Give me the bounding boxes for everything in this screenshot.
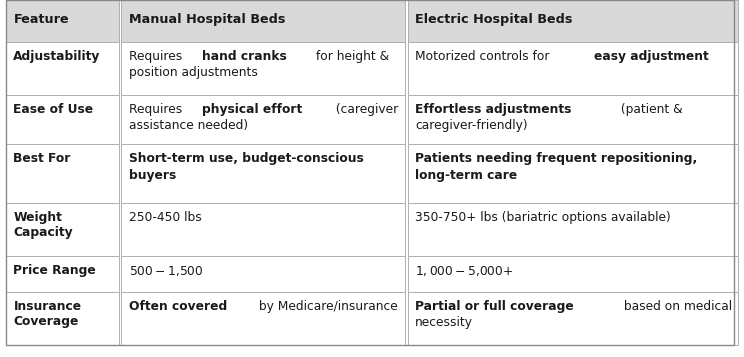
Text: Partial or full coverage: Partial or full coverage	[415, 300, 574, 312]
Text: easy adjustment: easy adjustment	[594, 50, 708, 63]
Text: $1,000 - $5,000+: $1,000 - $5,000+	[415, 264, 513, 278]
Text: Manual Hospital Beds: Manual Hospital Beds	[129, 13, 285, 26]
Text: based on medical: based on medical	[620, 300, 732, 312]
Bar	[6, 203, 119, 256]
Bar	[121, 0, 405, 42]
Bar	[6, 42, 119, 95]
Bar	[121, 203, 405, 256]
Text: Motorized controls for: Motorized controls for	[415, 50, 554, 63]
Text: Electric Hospital Beds: Electric Hospital Beds	[415, 13, 573, 26]
Bar	[408, 42, 738, 95]
Text: Effortless adjustments: Effortless adjustments	[415, 103, 571, 116]
Text: Short-term use, budget-conscious: Short-term use, budget-conscious	[129, 152, 364, 165]
Text: caregiver-friendly): caregiver-friendly)	[415, 119, 527, 132]
Text: Often covered: Often covered	[129, 300, 227, 312]
Bar	[6, 292, 119, 345]
Text: Weight
Capacity: Weight Capacity	[13, 211, 73, 239]
Bar	[408, 144, 738, 203]
Text: necessity: necessity	[415, 316, 473, 329]
Text: Insurance
Coverage: Insurance Coverage	[13, 300, 82, 327]
Bar	[408, 256, 738, 292]
Text: Best For: Best For	[13, 152, 71, 165]
Bar	[408, 203, 738, 256]
Bar	[121, 292, 405, 345]
Text: buyers: buyers	[129, 169, 176, 182]
Text: position adjustments: position adjustments	[129, 66, 257, 80]
Text: Requires: Requires	[129, 50, 186, 63]
Text: (caregiver: (caregiver	[332, 103, 398, 116]
Bar	[6, 0, 119, 42]
Text: $500 - $1,500: $500 - $1,500	[129, 264, 203, 278]
Bar	[6, 95, 119, 144]
Bar	[6, 256, 119, 292]
Text: 250-450 lbs: 250-450 lbs	[129, 211, 202, 224]
Bar	[408, 95, 738, 144]
Text: 350-750+ lbs (bariatric options available): 350-750+ lbs (bariatric options availabl…	[415, 211, 671, 224]
Bar	[6, 144, 119, 203]
Bar	[408, 0, 738, 42]
Text: Price Range: Price Range	[13, 264, 96, 277]
Bar	[408, 292, 738, 345]
Text: (patient &: (patient &	[617, 103, 682, 116]
Text: Adjustability: Adjustability	[13, 50, 100, 63]
Text: Feature: Feature	[13, 13, 69, 26]
Text: by Medicare/insurance: by Medicare/insurance	[255, 300, 398, 312]
Bar	[121, 95, 405, 144]
Text: Requires: Requires	[129, 103, 186, 116]
Bar	[121, 256, 405, 292]
Text: physical effort: physical effort	[202, 103, 303, 116]
Text: for height &: for height &	[312, 50, 389, 63]
Bar	[121, 144, 405, 203]
Text: Ease of Use: Ease of Use	[13, 103, 94, 116]
Bar	[121, 42, 405, 95]
Text: assistance needed): assistance needed)	[129, 119, 248, 132]
Text: hand cranks: hand cranks	[202, 50, 287, 63]
Text: Patients needing frequent repositioning,: Patients needing frequent repositioning,	[415, 152, 697, 165]
Text: long-term care: long-term care	[415, 169, 517, 182]
